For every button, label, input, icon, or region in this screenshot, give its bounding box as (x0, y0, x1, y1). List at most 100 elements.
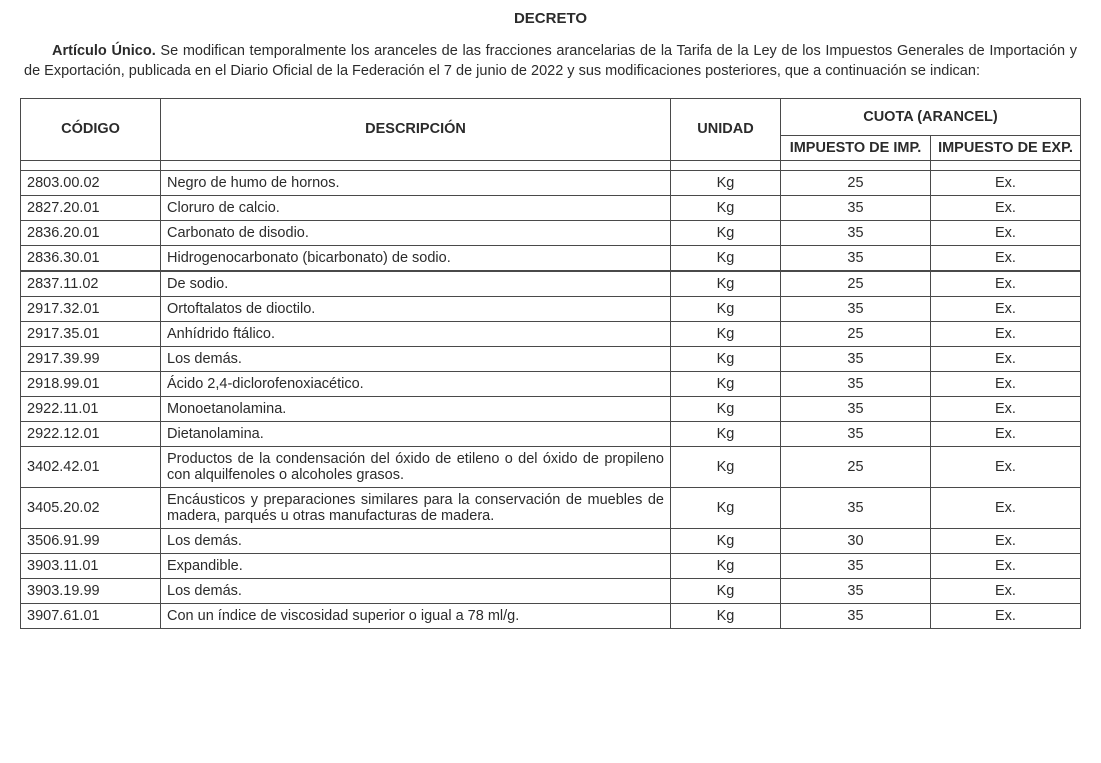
td-desc: Monoetanolamina. (161, 396, 671, 421)
td-exp: Ex. (931, 220, 1081, 245)
table-row: 2917.39.99Los demás.Kg35Ex. (21, 346, 1081, 371)
td-unit: Kg (671, 346, 781, 371)
td-desc: Hidrogenocarbonato (bicarbonato) de sodi… (161, 245, 671, 271)
td-exp: Ex. (931, 446, 1081, 487)
td-exp: Ex. (931, 371, 1081, 396)
td-imp: 25 (781, 321, 931, 346)
td-exp: Ex. (931, 271, 1081, 297)
td-desc: Encáusticos y preparaciones similares pa… (161, 487, 671, 528)
table-row: 2836.20.01Carbonato de disodio.Kg35Ex. (21, 220, 1081, 245)
td-code: 2803.00.02 (21, 170, 161, 195)
td-imp: 35 (781, 396, 931, 421)
th-code: CÓDIGO (21, 98, 161, 160)
td-unit: Kg (671, 603, 781, 628)
td-imp: 25 (781, 271, 931, 297)
td-imp: 35 (781, 603, 931, 628)
td-unit: Kg (671, 296, 781, 321)
td-code: 2917.35.01 (21, 321, 161, 346)
td-desc: Productos de la condensación del óxido d… (161, 446, 671, 487)
td-exp: Ex. (931, 195, 1081, 220)
td-desc: Los demás. (161, 578, 671, 603)
td-unit: Kg (671, 271, 781, 297)
td-code: 2917.39.99 (21, 346, 161, 371)
td-desc: Los demás. (161, 528, 671, 553)
th-quota-group: CUOTA (ARANCEL) (781, 98, 1081, 135)
article-lead: Artículo Único. (52, 43, 156, 59)
td-exp: Ex. (931, 346, 1081, 371)
td-code: 2922.12.01 (21, 421, 161, 446)
td-desc: Con un índice de viscosidad superior o i… (161, 603, 671, 628)
td-unit: Kg (671, 371, 781, 396)
table-row: 2803.00.02Negro de humo de hornos.Kg25Ex… (21, 170, 1081, 195)
td-imp: 35 (781, 346, 931, 371)
td-code: 3402.42.01 (21, 446, 161, 487)
table-row: 3907.61.01Con un índice de viscosidad su… (21, 603, 1081, 628)
th-imp: IMPUESTO DE IMP. (781, 135, 931, 160)
table-row: 3903.11.01Expandible.Kg35Ex. (21, 553, 1081, 578)
td-unit: Kg (671, 446, 781, 487)
td-exp: Ex. (931, 321, 1081, 346)
td-imp: 35 (781, 220, 931, 245)
td-exp: Ex. (931, 553, 1081, 578)
td-exp: Ex. (931, 245, 1081, 271)
table-row: 2836.30.01Hidrogenocarbonato (bicarbonat… (21, 245, 1081, 271)
td-code: 3903.19.99 (21, 578, 161, 603)
td-desc: Ortoftalatos de dioctilo. (161, 296, 671, 321)
table-row: 2827.20.01Cloruro de calcio.Kg35Ex. (21, 195, 1081, 220)
td-code: 3506.91.99 (21, 528, 161, 553)
td-desc: Carbonato de disodio. (161, 220, 671, 245)
table-row: 3402.42.01Productos de la condensación d… (21, 446, 1081, 487)
td-code: 2836.30.01 (21, 245, 161, 271)
td-imp: 35 (781, 195, 931, 220)
td-exp: Ex. (931, 528, 1081, 553)
td-unit: Kg (671, 487, 781, 528)
td-code: 2917.32.01 (21, 296, 161, 321)
td-exp: Ex. (931, 396, 1081, 421)
td-imp: 25 (781, 446, 931, 487)
td-exp: Ex. (931, 421, 1081, 446)
table-row: 2918.99.01Ácido 2,4-diclorofenoxiacético… (21, 371, 1081, 396)
td-exp: Ex. (931, 487, 1081, 528)
td-exp: Ex. (931, 603, 1081, 628)
td-desc: Anhídrido ftálico. (161, 321, 671, 346)
th-exp: IMPUESTO DE EXP. (931, 135, 1081, 160)
table-row: 2922.11.01Monoetanolamina.Kg35Ex. (21, 396, 1081, 421)
td-exp: Ex. (931, 578, 1081, 603)
table-row: 2922.12.01Dietanolamina.Kg35Ex. (21, 421, 1081, 446)
table-body: 2803.00.02Negro de humo de hornos.Kg25Ex… (21, 160, 1081, 628)
decree-paragraph: Artículo Único. Se modifican temporalmen… (20, 41, 1081, 82)
table-row: 3903.19.99Los demás.Kg35Ex. (21, 578, 1081, 603)
table-header: CÓDIGO DESCRIPCIÓN UNIDAD CUOTA (ARANCEL… (21, 98, 1081, 160)
td-code: 2827.20.01 (21, 195, 161, 220)
td-desc: Cloruro de calcio. (161, 195, 671, 220)
td-unit: Kg (671, 220, 781, 245)
table-row: 2837.11.02De sodio.Kg25Ex. (21, 271, 1081, 297)
td-imp: 35 (781, 553, 931, 578)
article-text: Se modifican temporalmente los aranceles… (24, 43, 1077, 79)
table-row: 2917.32.01Ortoftalatos de dioctilo.Kg35E… (21, 296, 1081, 321)
th-desc: DESCRIPCIÓN (161, 98, 671, 160)
tariff-table: CÓDIGO DESCRIPCIÓN UNIDAD CUOTA (ARANCEL… (20, 98, 1081, 629)
td-desc: De sodio. (161, 271, 671, 297)
th-unit: UNIDAD (671, 98, 781, 160)
td-imp: 35 (781, 578, 931, 603)
td-unit: Kg (671, 195, 781, 220)
td-unit: Kg (671, 396, 781, 421)
td-unit: Kg (671, 528, 781, 553)
td-imp: 30 (781, 528, 931, 553)
td-unit: Kg (671, 245, 781, 271)
td-unit: Kg (671, 421, 781, 446)
td-code: 2837.11.02 (21, 271, 161, 297)
td-unit: Kg (671, 553, 781, 578)
td-imp: 35 (781, 487, 931, 528)
td-imp: 25 (781, 170, 931, 195)
td-unit: Kg (671, 578, 781, 603)
td-code: 2918.99.01 (21, 371, 161, 396)
td-imp: 35 (781, 245, 931, 271)
td-unit: Kg (671, 170, 781, 195)
td-exp: Ex. (931, 296, 1081, 321)
table-row: 3405.20.02Encáusticos y preparaciones si… (21, 487, 1081, 528)
td-code: 2922.11.01 (21, 396, 161, 421)
td-code: 3903.11.01 (21, 553, 161, 578)
td-code: 2836.20.01 (21, 220, 161, 245)
